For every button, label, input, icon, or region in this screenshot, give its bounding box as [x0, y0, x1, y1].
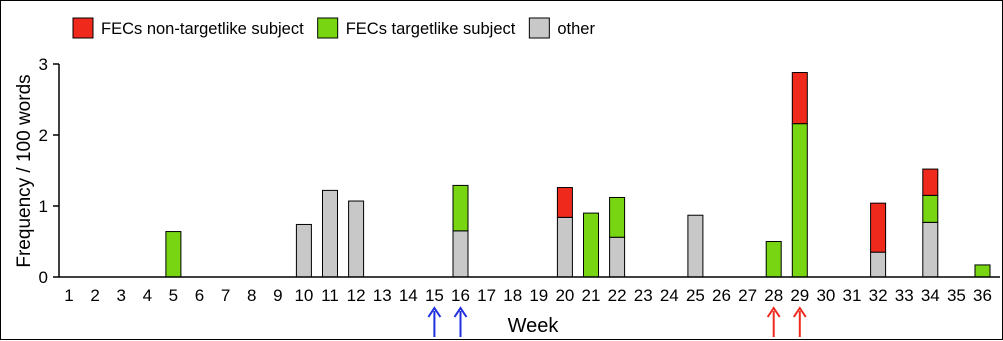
- x-tick-label: 28: [764, 286, 783, 305]
- bar-segment-fecs-non-targetlike-subject-week-32: [870, 202, 887, 253]
- bar-segment-fecs-non-targetlike-subject-week-29: [791, 72, 808, 125]
- legend-swatch-other: [528, 17, 550, 39]
- bar-segment-other-week-25: [687, 214, 704, 278]
- x-tick-label: 1: [64, 286, 73, 305]
- arrow-week-29: [792, 306, 807, 337]
- x-tick-label: 36: [973, 286, 992, 305]
- x-tick-label: 24: [660, 286, 679, 305]
- legend-label-fecs-targetlike-subject: FECs targetlike subject: [346, 20, 516, 38]
- x-tick-label: 31: [843, 286, 862, 305]
- x-tick-label: 34: [921, 286, 940, 305]
- x-tick-label: 17: [477, 286, 496, 305]
- bar-segment-other-week-11: [322, 189, 338, 278]
- x-tick-label: 6: [195, 286, 204, 305]
- x-tick-label: 14: [399, 286, 418, 305]
- legend-label-fecs-non-targetlike-subject: FECs non-targetlike subject: [101, 20, 304, 38]
- x-tick-label: 22: [608, 286, 627, 305]
- bar-segment-other-week-12: [348, 200, 365, 278]
- y-tick-label: 3: [39, 55, 48, 74]
- bar-segment-other-week-32: [870, 251, 887, 278]
- x-axis-label: Week: [508, 315, 560, 337]
- x-tick-label: 20: [555, 286, 574, 305]
- x-tick-label: 2: [90, 286, 99, 305]
- x-tick-label: 33: [895, 286, 914, 305]
- bar-segment-other-week-20: [556, 216, 573, 278]
- x-tick-label: 27: [738, 286, 757, 305]
- bar-segment-fecs-targetlike-subject-week-28: [765, 241, 782, 278]
- legend-swatch-fecs-targetlike-subject: [317, 17, 339, 39]
- y-axis-label: Frequency / 100 words: [14, 74, 35, 267]
- bar-segment-fecs-non-targetlike-subject-week-20: [556, 187, 573, 218]
- x-tick-label: 16: [451, 286, 470, 305]
- bar-segment-fecs-targetlike-subject-week-5: [165, 231, 182, 278]
- x-axis: 1 2 3 4 5 6 7 8 9 10 11 12 13 14 15 16 17 18 19 20 21 22 23 24 2…: [59, 276, 1000, 305]
- bar-segment-fecs-targetlike-subject-week-34: [922, 194, 939, 223]
- x-tick-label: 15: [425, 286, 444, 305]
- x-tick-label: 21: [582, 286, 601, 305]
- bar-segment-fecs-targetlike-subject-week-36: [974, 264, 991, 278]
- x-tick-label: 3: [116, 286, 125, 305]
- x-tick-label: 30: [816, 286, 835, 305]
- bar-segment-fecs-non-targetlike-subject-week-34: [922, 168, 939, 196]
- arrow-week-28: [766, 306, 781, 337]
- y-tick-label: 1: [39, 197, 48, 216]
- x-tick-label: 26: [712, 286, 731, 305]
- x-tick-label: 7: [221, 286, 230, 305]
- x-tick-label: 18: [503, 286, 522, 305]
- arrow-week-16: [453, 306, 468, 337]
- x-tick-label: 23: [634, 286, 653, 305]
- bar-segment-fecs-targetlike-subject-week-21: [583, 212, 599, 278]
- x-tick-label: 4: [143, 286, 152, 305]
- x-tick-label: 9: [273, 286, 282, 305]
- legend-swatch-fecs-non-targetlike-subject: [72, 17, 94, 39]
- x-tick-label: 12: [347, 286, 366, 305]
- x-tick-label: 35: [947, 286, 966, 305]
- legend-label-other: other: [557, 20, 595, 38]
- x-tick-label: 5: [169, 286, 178, 305]
- y-axis: 0 1 2 3: [39, 55, 60, 287]
- bar-segment-fecs-targetlike-subject-week-16: [452, 184, 469, 232]
- y-tick-label: 2: [39, 126, 48, 145]
- x-tick-label: 13: [373, 286, 392, 305]
- arrow-week-15: [427, 306, 442, 337]
- arrow-annotations: [427, 306, 807, 337]
- x-tick-label: 8: [247, 286, 256, 305]
- bar-segment-other-week-16: [452, 230, 469, 278]
- bars: [165, 72, 991, 278]
- bar-segment-fecs-targetlike-subject-week-22: [609, 196, 626, 238]
- bar-segment-fecs-targetlike-subject-week-29: [791, 123, 808, 278]
- legend: FECs non-targetlike subject FECs targetli…: [72, 17, 595, 39]
- y-tick-label: 0: [39, 268, 48, 287]
- bar-segment-other-week-22: [609, 236, 626, 278]
- bar-segment-other-week-34: [922, 221, 939, 278]
- x-tick-label: 25: [686, 286, 705, 305]
- bar-segment-other-week-10: [295, 223, 312, 278]
- x-tick-label: 11: [321, 286, 339, 305]
- x-tick-label: 32: [869, 286, 888, 305]
- x-tick-label: 10: [294, 286, 313, 305]
- x-tick-label: 19: [529, 286, 548, 305]
- x-tick-label: 29: [790, 286, 809, 305]
